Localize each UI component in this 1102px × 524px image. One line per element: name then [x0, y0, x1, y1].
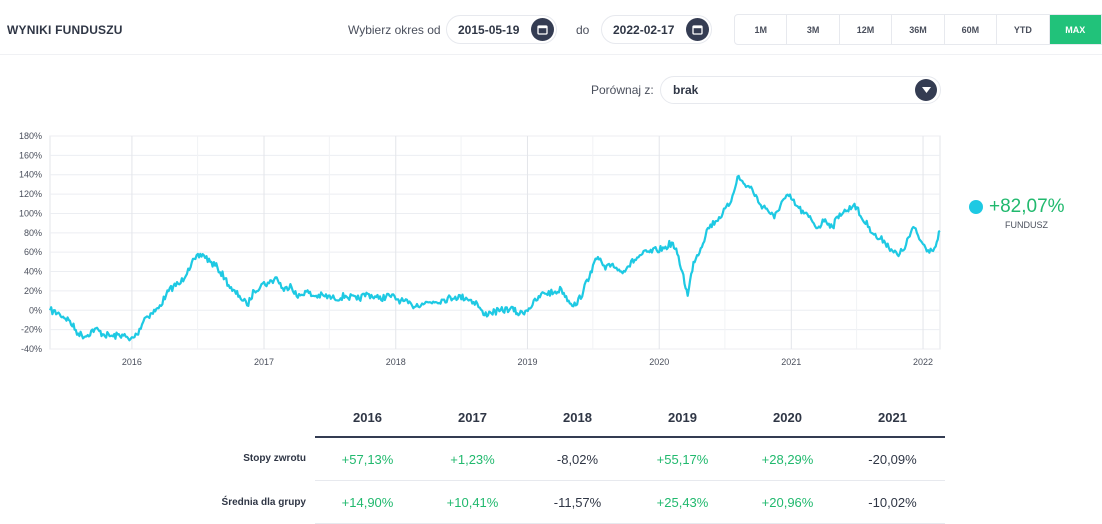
compare-select-value: brak [673, 83, 699, 97]
y-tick-label: -20% [21, 325, 42, 335]
chart-series [48, 174, 941, 342]
x-axis: 2016 2017 2018 2019 2020 2021 2022 [122, 357, 933, 367]
period-from-label: Wybierz okres od [348, 23, 441, 37]
group-average-value: -11,57% [525, 480, 630, 524]
date-from-value: 2015-05-19 [458, 23, 520, 37]
y-tick-label: 60% [24, 247, 42, 257]
date-from-field[interactable]: 2015-05-19 [446, 15, 557, 44]
y-tick-label: 160% [19, 150, 42, 160]
legend-marker [969, 200, 983, 214]
range-button-60m[interactable]: 60M [945, 15, 998, 44]
y-tick-label: 0% [29, 305, 42, 315]
y-tick-label: -40% [21, 344, 42, 354]
return-value: +1,23% [420, 437, 525, 481]
period-to-label: do [576, 23, 590, 37]
performance-chart: 180% 160% 140% 120% 100% 80% 60% 40% 20% 0% -20% -4… [19, 131, 941, 367]
x-tick-label: 2016 [122, 357, 142, 367]
table-corner [210, 398, 315, 437]
table-row: Stopy zwrotu +57,13% +1,23% -8,02% +55,1… [210, 437, 945, 481]
x-tick-label: 2020 [649, 357, 669, 367]
range-button-ytd[interactable]: YTD [997, 15, 1050, 44]
return-value: +28,29% [735, 437, 840, 481]
row-label: Stopy zwrotu [243, 453, 306, 465]
chart-grid [49, 135, 941, 350]
group-average-value: +20,96% [735, 480, 840, 524]
y-tick-label: 120% [19, 189, 42, 199]
group-average-value: +25,43% [630, 480, 735, 524]
legend-name: FUNDUSZ [1005, 220, 1048, 230]
plot-frame [49, 135, 941, 350]
chevron-down-icon[interactable] [915, 79, 937, 101]
range-button-max[interactable]: MAX [1049, 15, 1101, 44]
y-tick-label: 80% [24, 228, 42, 238]
range-button-1m[interactable]: 1M [735, 15, 788, 44]
year-header: 2017 [420, 398, 525, 438]
header-divider [0, 54, 1102, 55]
return-value: +55,17% [630, 437, 735, 481]
y-axis: 180% 160% 140% 120% 100% 80% 60% 40% 20% 0% -20% -4… [19, 131, 42, 354]
range-selector: 1M 3M 12M 36M 60M YTD MAX [734, 14, 1102, 45]
year-header: 2020 [735, 398, 840, 438]
group-average-value: +10,41% [420, 480, 525, 524]
date-to-value: 2022-02-17 [613, 23, 675, 37]
range-button-12m[interactable]: 12M [840, 15, 893, 44]
group-average-value: -10,02% [840, 480, 945, 524]
year-header: 2018 [525, 398, 630, 438]
date-to-field[interactable]: 2022-02-17 [601, 15, 712, 44]
returns-header-row: 2016 2017 2018 2019 2020 2021 [210, 398, 945, 438]
range-button-3m[interactable]: 3M [787, 15, 840, 44]
y-tick-label: 100% [19, 208, 42, 218]
y-tick-label: 20% [24, 286, 42, 296]
year-header: 2021 [840, 398, 945, 438]
return-value: -20,09% [840, 437, 945, 481]
group-average-value: +14,90% [315, 480, 420, 524]
return-value: -8,02% [525, 437, 630, 481]
y-tick-label: 140% [19, 170, 42, 180]
x-tick-label: 2017 [254, 357, 274, 367]
year-header: 2016 [315, 398, 420, 438]
returns-table: 2016 2017 2018 2019 2020 2021 Stopy zwro… [210, 398, 945, 524]
year-header: 2019 [630, 398, 735, 438]
compare-select[interactable]: brak [660, 76, 941, 104]
y-tick-label: 180% [19, 131, 42, 141]
series-line-fundusz [48, 174, 941, 342]
page-title: WYNIKI FUNDUSZU [7, 23, 123, 37]
return-value: +57,13% [315, 437, 420, 481]
table-row: Średnia dla grupy +14,90% +10,41% -11,57… [210, 480, 945, 524]
x-tick-label: 2021 [781, 357, 801, 367]
legend-value: +82,07% [989, 196, 1065, 217]
y-tick-label: 40% [24, 267, 42, 277]
x-tick-label: 2022 [913, 357, 933, 367]
x-tick-label: 2018 [386, 357, 406, 367]
calendar-icon[interactable] [531, 18, 554, 41]
compare-label: Porównaj z: [591, 83, 654, 97]
calendar-icon[interactable] [686, 18, 709, 41]
range-button-36m[interactable]: 36M [892, 15, 945, 44]
row-label: Średnia dla grupy [221, 496, 306, 508]
x-tick-label: 2019 [517, 357, 537, 367]
